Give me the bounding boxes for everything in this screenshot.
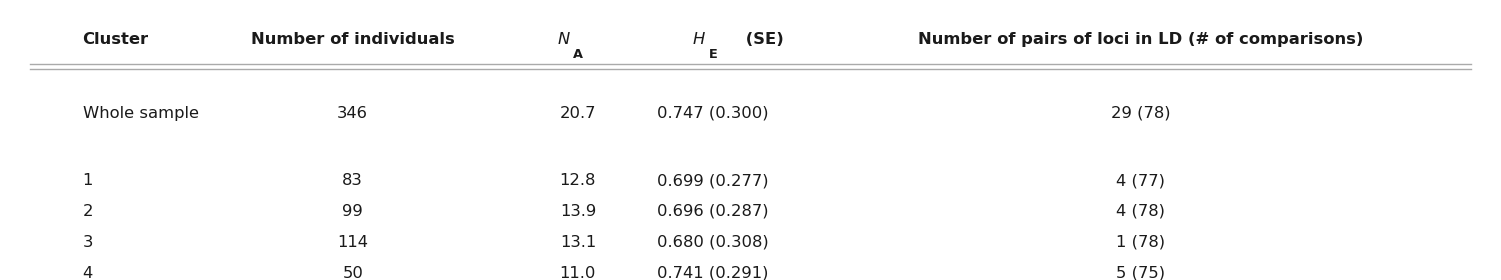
- Text: 29 (78): 29 (78): [1111, 106, 1171, 121]
- Text: 1: 1: [83, 173, 93, 188]
- Text: $\mathbf{\mathit{N}}$: $\mathbf{\mathit{N}}$: [557, 31, 570, 47]
- Text: 50: 50: [342, 265, 363, 280]
- Text: 12.8: 12.8: [560, 173, 596, 188]
- Text: A: A: [573, 48, 584, 61]
- Text: 2: 2: [83, 204, 93, 219]
- Text: 346: 346: [338, 106, 368, 121]
- Text: 13.1: 13.1: [560, 235, 596, 250]
- Text: 0.747 (0.300): 0.747 (0.300): [657, 106, 769, 121]
- Text: E: E: [708, 48, 717, 61]
- Text: $\mathbf{\mathit{H}}$: $\mathbf{\mathit{H}}$: [692, 31, 705, 47]
- Text: 114: 114: [338, 235, 368, 250]
- Text: 99: 99: [342, 204, 363, 219]
- Text: 0.680 (0.308): 0.680 (0.308): [657, 235, 769, 250]
- Text: 4 (77): 4 (77): [1117, 173, 1165, 188]
- Text: Number of pairs of loci in LD (# of comparisons): Number of pairs of loci in LD (# of comp…: [919, 32, 1363, 47]
- Text: 0.696 (0.287): 0.696 (0.287): [657, 204, 769, 219]
- Text: 11.0: 11.0: [560, 265, 596, 280]
- Text: 4 (78): 4 (78): [1117, 204, 1165, 219]
- Text: 83: 83: [342, 173, 363, 188]
- Text: 3: 3: [83, 235, 93, 250]
- Text: 20.7: 20.7: [560, 106, 596, 121]
- Text: (SE): (SE): [740, 32, 784, 47]
- Text: 13.9: 13.9: [560, 204, 596, 219]
- Text: Number of individuals: Number of individuals: [251, 32, 455, 47]
- Text: Cluster: Cluster: [83, 32, 149, 47]
- Text: 0.699 (0.277): 0.699 (0.277): [657, 173, 769, 188]
- Text: 0.741 (0.291): 0.741 (0.291): [657, 265, 769, 280]
- Text: 4: 4: [83, 265, 93, 280]
- Text: 1 (78): 1 (78): [1117, 235, 1165, 250]
- Text: 5 (75): 5 (75): [1117, 265, 1165, 280]
- Text: Whole sample: Whole sample: [83, 106, 198, 121]
